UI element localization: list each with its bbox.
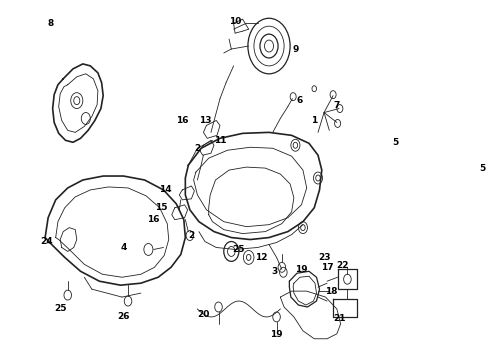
Text: 9: 9 (292, 45, 298, 54)
Text: 16: 16 (176, 116, 189, 125)
Text: 8: 8 (47, 19, 53, 28)
Text: 3: 3 (271, 267, 277, 276)
Text: 25: 25 (233, 245, 245, 254)
Text: 23: 23 (318, 253, 330, 262)
Text: 22: 22 (336, 261, 348, 270)
Text: 13: 13 (198, 116, 211, 125)
Text: 24: 24 (40, 237, 53, 246)
Text: 16: 16 (147, 215, 160, 224)
Text: 15: 15 (155, 203, 168, 212)
Text: 19: 19 (270, 330, 283, 339)
Text: 2: 2 (194, 144, 200, 153)
Text: 5: 5 (392, 138, 398, 147)
Text: 4: 4 (121, 243, 127, 252)
Text: 14: 14 (159, 185, 172, 194)
Text: 18: 18 (325, 287, 338, 296)
Text: 11: 11 (214, 136, 226, 145)
Text: 26: 26 (117, 312, 130, 321)
Text: 19: 19 (295, 265, 308, 274)
Text: 6: 6 (296, 96, 302, 105)
Text: 25: 25 (54, 305, 67, 314)
Text: 1: 1 (311, 116, 318, 125)
Text: 17: 17 (321, 263, 333, 272)
Text: 2: 2 (188, 231, 195, 240)
Text: 10: 10 (229, 17, 241, 26)
Text: 7: 7 (334, 101, 340, 110)
Text: 5: 5 (479, 163, 486, 172)
Text: 21: 21 (333, 314, 345, 323)
Text: 12: 12 (255, 253, 268, 262)
Text: 20: 20 (197, 310, 210, 319)
